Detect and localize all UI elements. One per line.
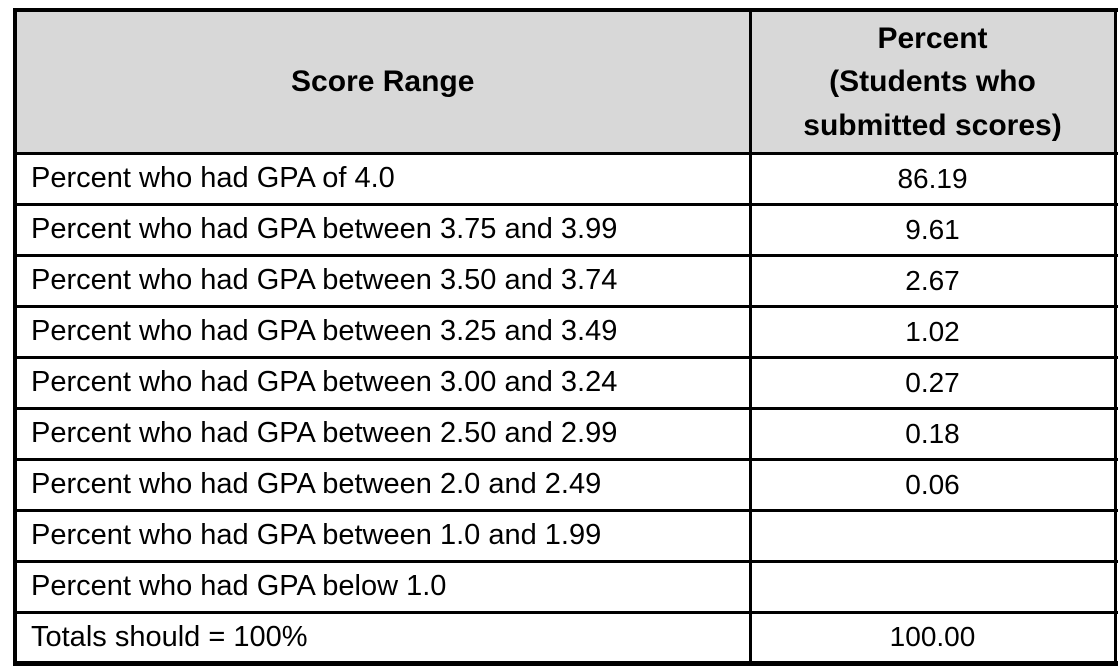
row-label: Percent who had GPA between 3.75 and 3.9… [13, 202, 752, 257]
column-header-percent: Percent (Students who submitted scores) [748, 8, 1117, 155]
row-value: 86.19 [748, 151, 1117, 206]
totals-row-label: Totals should = 100% [13, 610, 752, 665]
row-label: Percent who had GPA between 3.25 and 3.4… [13, 304, 752, 359]
cropped-column-sliver [1113, 508, 1118, 563]
cropped-column-sliver [1113, 8, 1118, 155]
cropped-column-sliver [1113, 406, 1118, 461]
table-row: Percent who had GPA between 2.0 and 2.49… [13, 457, 1118, 512]
cropped-column-sliver [1113, 355, 1118, 410]
cropped-column-sliver [1113, 151, 1118, 206]
row-label: Percent who had GPA between 1.0 and 1.99 [13, 508, 752, 563]
row-value [748, 559, 1117, 614]
row-label: Percent who had GPA below 1.0 [13, 559, 752, 614]
row-value [748, 508, 1117, 563]
row-value: 9.61 [748, 202, 1117, 257]
gpa-distribution-table: Score Range Percent (Students who submit… [13, 8, 1118, 666]
totals-row-value: 100.00 [748, 610, 1117, 665]
table-row: Percent who had GPA between 3.50 and 3.7… [13, 253, 1118, 308]
row-label: Percent who had GPA between 3.50 and 3.7… [13, 253, 752, 308]
column-header-score-range: Score Range [13, 8, 752, 155]
row-value: 0.18 [748, 406, 1117, 461]
cropped-column-sliver [1113, 202, 1118, 257]
table-row totals-row: Totals should = 100% 100.00 [13, 610, 1118, 665]
cropped-column-sliver [1113, 610, 1118, 665]
table-row: Percent who had GPA between 3.25 and 3.4… [13, 304, 1118, 359]
table-row: Percent who had GPA between 3.75 and 3.9… [13, 202, 1118, 257]
cropped-column-sliver [1113, 253, 1118, 308]
row-value: 0.27 [748, 355, 1117, 410]
row-label: Percent who had GPA between 3.00 and 3.2… [13, 355, 752, 410]
row-value: 2.67 [748, 253, 1117, 308]
cropped-column-sliver [1113, 304, 1118, 359]
row-value: 1.02 [748, 304, 1117, 359]
row-label: Percent who had GPA between 2.0 and 2.49 [13, 457, 752, 512]
header-row: Score Range Percent (Students who submit… [13, 8, 1118, 155]
row-label: Percent who had GPA of 4.0 [13, 151, 752, 206]
table-row: Percent who had GPA between 3.00 and 3.2… [13, 355, 1118, 410]
table-row: Percent who had GPA below 1.0 [13, 559, 1118, 614]
table-row: Percent who had GPA between 1.0 and 1.99 [13, 508, 1118, 563]
table-row: Percent who had GPA between 2.50 and 2.9… [13, 406, 1118, 461]
cropped-column-sliver [1113, 559, 1118, 614]
row-value: 0.06 [748, 457, 1117, 512]
cropped-column-sliver [1113, 457, 1118, 512]
row-label: Percent who had GPA between 2.50 and 2.9… [13, 406, 752, 461]
table-row: Percent who had GPA of 4.0 86.19 [13, 151, 1118, 206]
